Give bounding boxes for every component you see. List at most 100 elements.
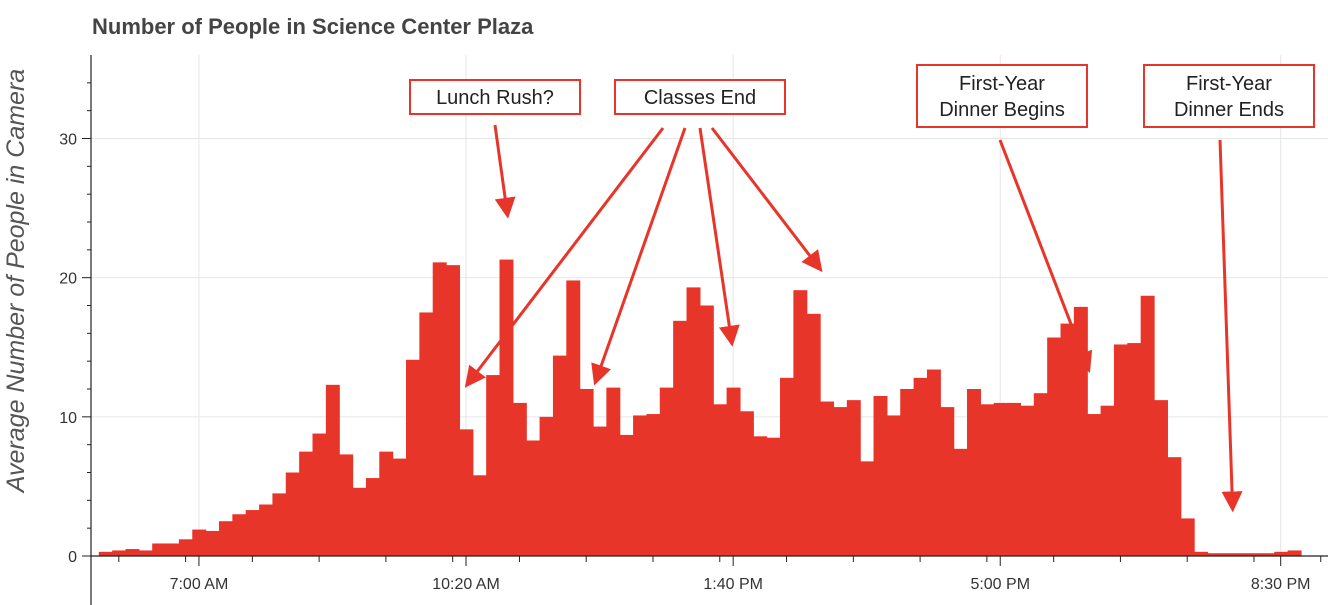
bar [659,387,674,556]
bar [486,375,501,556]
x-tick-label: 10:20 AM [432,576,500,593]
annotations: Lunch Rush? Classes End First-Year Dinner B… [409,64,1315,513]
bar [138,550,153,556]
bar [325,384,340,556]
y-tick-label: 10 [59,410,77,427]
bar [926,369,941,556]
bar [900,389,915,556]
bar [953,448,968,556]
bars [98,259,1302,556]
bar [1140,295,1155,556]
bar [205,530,220,556]
x-tick-label: 5:00 PM [970,576,1030,593]
bar [392,458,407,556]
bar [1260,553,1275,556]
bar [339,454,354,556]
y-tick-label: 20 [59,271,77,288]
bar [312,433,327,556]
bar [178,539,193,556]
bar [833,407,848,556]
bar [352,487,367,556]
bar [526,440,541,556]
bar [1207,553,1222,556]
bar [726,387,741,556]
annotation-text: Lunch Rush? [436,87,554,109]
bar [539,416,554,556]
bar [192,529,207,556]
bar [686,287,701,556]
x-tick-label: 7:00 AM [170,576,229,593]
bar [472,475,487,556]
bar [299,451,314,556]
bar [993,402,1008,556]
bar [1274,551,1289,556]
annotation-lunch-rush: Lunch Rush? [409,79,581,219]
bar [579,389,594,556]
bar [1127,343,1142,556]
annotation-text: First-Year [1186,73,1272,95]
bar [285,472,300,556]
bar [552,355,567,556]
annotation-classes-end: Classes End [464,79,823,388]
bar [1033,393,1048,556]
annotation-arrow [698,127,740,347]
bar [806,313,821,556]
bar [780,377,794,556]
bar [619,434,634,556]
annotation-arrow [710,127,823,273]
annotation-text: Classes End [644,87,756,109]
bar [512,402,527,556]
bar [873,395,888,556]
annotation-arrow [464,127,665,388]
bar [980,404,995,556]
bar [1060,323,1075,556]
bar [1073,306,1088,556]
bar [566,280,581,556]
bar [633,415,648,556]
annotation-first-year-dinner-ends: First-Year Dinner Ends [1143,64,1315,513]
bar [699,305,714,556]
bar [593,426,607,556]
chart-title: Number of People in Science Center Plaza [92,14,534,39]
bar [967,389,981,556]
bar [1087,414,1102,556]
y-tick-label: 30 [59,132,77,149]
bar [1287,550,1302,556]
bar [446,265,461,556]
bar [272,493,287,556]
bar [1007,402,1022,556]
y-tick-label: 0 [68,549,77,566]
bar [1020,405,1035,556]
bar [1220,553,1235,556]
bar [886,415,901,556]
annotation-arrow [998,139,1093,373]
bar [860,461,875,556]
bar [913,377,928,556]
x-tick-label: 1:40 PM [703,576,763,593]
bar [379,451,394,556]
annotation-text: Dinner Ends [1174,99,1284,121]
bar [125,549,140,556]
annotation-arrow [493,124,516,219]
bar [1113,344,1128,556]
annotation-arrow [1218,139,1243,513]
bar [766,437,781,556]
bar [673,320,688,556]
bar [98,551,113,556]
bar [1234,553,1249,556]
bar [646,414,661,556]
bar [1100,405,1115,556]
bar [606,387,621,556]
bar [165,543,180,556]
annotation-text: First-Year [959,73,1045,95]
annotation-text: Dinner Begins [939,99,1065,121]
bar [365,478,380,556]
bar [459,429,474,556]
annotation-box [1143,64,1315,128]
bar [405,359,420,556]
bar [713,404,728,556]
bar [152,543,167,556]
bar [820,401,835,556]
bar [1167,457,1182,556]
